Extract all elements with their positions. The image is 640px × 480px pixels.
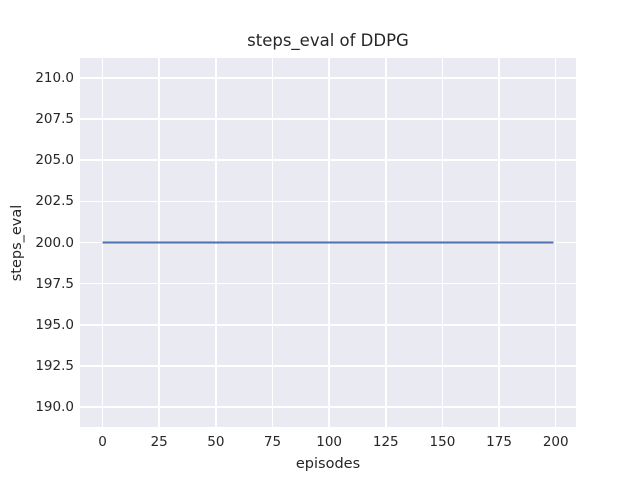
y-gridline	[80, 77, 576, 79]
chart-title: steps_eval of DDPG	[247, 31, 409, 50]
y-tick-label: 190.0	[35, 399, 74, 416]
x-tick-label: 175	[486, 434, 512, 450]
y-tick-label: 192.5	[35, 358, 74, 375]
y-gridline	[80, 118, 576, 120]
y-tick-label: 197.5	[35, 275, 74, 292]
y-tick-label: 202.5	[35, 193, 74, 210]
x-tick-label: 0	[98, 434, 107, 450]
x-tick-label: 50	[207, 434, 225, 450]
x-tick-label: 75	[263, 434, 282, 450]
x-tick-label: 125	[372, 434, 399, 450]
x-tick-label: 150	[429, 434, 456, 450]
x-tick-label: 200	[542, 434, 569, 450]
x-tick-label: 25	[150, 434, 168, 450]
y-tick-label: 195.0	[35, 316, 74, 333]
y-gridline	[80, 406, 576, 408]
y-tick-label: 200.0	[35, 234, 74, 251]
x-axis-label: episodes	[295, 456, 361, 472]
y-tick-label: 207.5	[35, 110, 74, 127]
y-gridline	[80, 159, 576, 161]
y-gridline	[80, 282, 576, 285]
y-gridline	[80, 365, 576, 367]
plot-area	[80, 58, 576, 427]
y-gridline	[80, 324, 576, 326]
y-tick-label: 210.0	[35, 69, 74, 86]
y-tick-label: 205.0	[35, 152, 74, 169]
y-gridline	[80, 200, 576, 203]
x-tick-label: 100	[316, 434, 343, 450]
series-layer	[102, 241, 554, 244]
